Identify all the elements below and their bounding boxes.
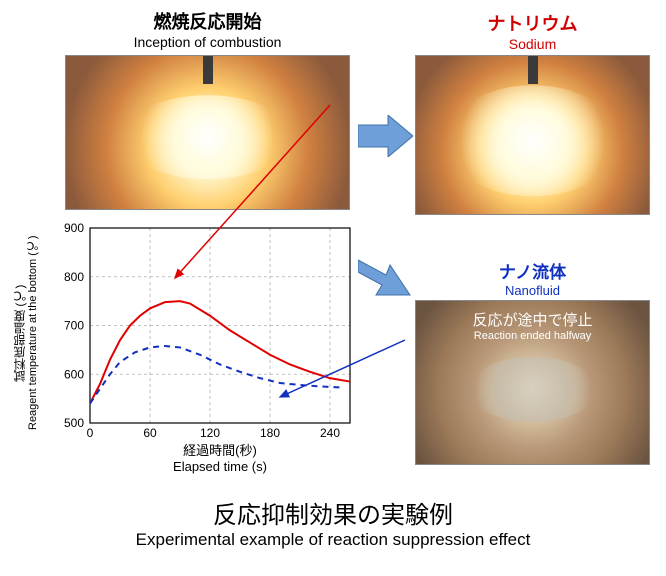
- caption-en: Experimental example of reaction suppres…: [0, 530, 666, 550]
- photo-nanofluid: 反応が途中で停止 Reaction ended halfway: [415, 300, 650, 465]
- svg-text:120: 120: [200, 426, 220, 440]
- svg-text:500: 500: [64, 416, 84, 430]
- header-left-jp: 燃焼反応開始: [65, 8, 350, 34]
- header-sodium: ナトリウム Sodium: [415, 10, 650, 52]
- svg-text:600: 600: [64, 367, 84, 381]
- svg-text:240: 240: [320, 426, 340, 440]
- x-axis-label-jp: 経過時間(秒): [183, 443, 257, 458]
- header-nanofluid-jp: ナノ流体: [415, 258, 650, 283]
- caption-jp: 反応抑制効果の実験例: [0, 495, 666, 530]
- header-nanofluid: ナノ流体 Nanofluid: [415, 258, 650, 298]
- photo-stem: [528, 56, 538, 84]
- nanofluid-residue: [468, 356, 596, 421]
- photo-glow: [123, 95, 293, 179]
- photo-glow: [445, 85, 620, 196]
- header-left-en: Inception of combustion: [65, 34, 350, 50]
- photo-stem: [203, 56, 213, 84]
- y-axis-label-en: Reagent temperature at the bottom (℃): [27, 236, 39, 431]
- figure-caption: 反応抑制効果の実験例 Experimental example of react…: [0, 495, 666, 550]
- header-nanofluid-en: Nanofluid: [415, 283, 650, 298]
- photo-sodium: [415, 55, 650, 215]
- header-left: 燃焼反応開始 Inception of combustion: [65, 8, 350, 50]
- block-arrow-sodium: [358, 115, 413, 157]
- nanofluid-overlay-en: Reaction ended halfway: [416, 330, 649, 342]
- svg-text:900: 900: [64, 221, 84, 235]
- y-axis-label-jp: 試料底部温度 (℃): [13, 284, 27, 381]
- x-axis-label: 経過時間(秒) Elapsed time (s): [90, 440, 350, 474]
- y-axis-label: 試料底部温度 (℃) Reagent temperature at the bo…: [14, 233, 40, 433]
- header-sodium-en: Sodium: [415, 36, 650, 52]
- photo-combustion-start: [65, 55, 350, 210]
- svg-text:700: 700: [64, 319, 84, 333]
- svg-text:800: 800: [64, 270, 84, 284]
- svg-text:0: 0: [87, 426, 94, 440]
- svg-text:180: 180: [260, 426, 280, 440]
- x-axis-label-en: Elapsed time (s): [173, 459, 267, 474]
- nanofluid-overlay-jp: 反応が途中で停止: [416, 309, 649, 330]
- header-sodium-jp: ナトリウム: [415, 10, 650, 36]
- svg-text:60: 60: [143, 426, 157, 440]
- temperature-chart: 060120180240500600700800900 試料底部温度 (℃) R…: [20, 218, 380, 478]
- nanofluid-overlay-text: 反応が途中で停止 Reaction ended halfway: [416, 309, 649, 342]
